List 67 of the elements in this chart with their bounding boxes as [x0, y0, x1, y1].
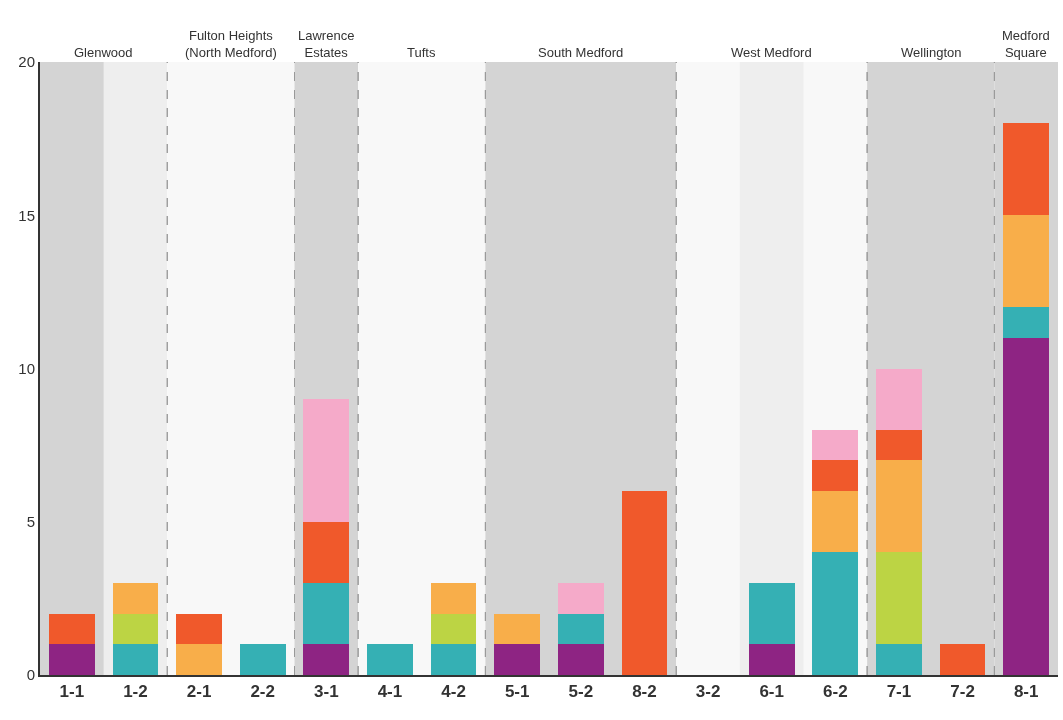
bar: [557, 644, 604, 675]
bar: [1003, 337, 1050, 675]
bar: [812, 491, 859, 553]
bar: [48, 644, 95, 675]
y-tick-label: 20: [18, 53, 35, 71]
bar: [876, 552, 922, 645]
bar: [430, 583, 477, 614]
x-tick-label: 8-1: [1013, 682, 1039, 702]
bar: [621, 491, 668, 675]
x-tick-label: 3-2: [695, 682, 721, 702]
bar: [176, 613, 222, 645]
band-label: West Medford: [731, 45, 812, 60]
band-label: Glenwood: [74, 45, 133, 60]
bar: [939, 644, 986, 675]
bar: [748, 644, 795, 675]
y-tick-label: 10: [18, 359, 35, 377]
bar: [430, 613, 477, 645]
band-label: South Medford: [538, 45, 624, 60]
x-tick-label: 7-2: [950, 682, 975, 702]
bar: [303, 399, 350, 522]
bar: [876, 644, 922, 675]
bar: [812, 429, 859, 461]
bar: [112, 644, 159, 675]
x-tick-label: 3-1: [314, 682, 339, 702]
bar: [1003, 123, 1050, 216]
bar: [303, 583, 350, 645]
band-label: Tufts: [407, 45, 436, 60]
y-tick-label: 15: [18, 206, 35, 224]
x-tick-label: 1-2: [123, 682, 148, 702]
x-tick-label: 5-1: [504, 682, 530, 702]
bar: [557, 583, 604, 614]
x-tick-label: 8-2: [632, 682, 657, 702]
x-tick-label: 4-2: [441, 682, 466, 702]
bar: [494, 613, 541, 645]
bar: [494, 644, 541, 675]
bar: [1003, 307, 1050, 338]
band-label: Medford Square: [1002, 28, 1050, 60]
bar: [1003, 215, 1050, 308]
x-tick-label: 6-2: [823, 682, 848, 702]
bar: [812, 460, 859, 492]
bar: [876, 368, 922, 430]
x-tick-label: 6-1: [759, 682, 784, 702]
bar: [112, 583, 159, 614]
x-tick-label: 2-1: [186, 682, 212, 702]
x-tick-label: 7-1: [886, 682, 912, 702]
band-label: Wellington: [901, 45, 962, 60]
x-tick-label: 1-1: [59, 682, 85, 702]
bar: [303, 521, 350, 584]
bar: [557, 613, 604, 645]
bar: [812, 552, 859, 675]
bar: [176, 644, 222, 675]
bar: [48, 613, 95, 645]
y-tick-label: 5: [26, 513, 35, 530]
bar: [748, 583, 795, 645]
bar: [367, 644, 413, 675]
band-label: Lawrence Estates: [298, 28, 355, 60]
y-tick-label: 0: [26, 666, 35, 684]
bar: [239, 644, 286, 675]
band-label: Fulton Heights (North Medford): [185, 28, 277, 60]
bar: [876, 429, 922, 461]
x-tick-label: 2-2: [250, 682, 275, 702]
bar: [112, 613, 159, 645]
bar: [876, 460, 922, 553]
x-tick-label: 4-1: [377, 682, 403, 702]
x-tick-label: 5-2: [568, 682, 594, 702]
bar: [303, 644, 350, 675]
bar: [430, 644, 477, 675]
